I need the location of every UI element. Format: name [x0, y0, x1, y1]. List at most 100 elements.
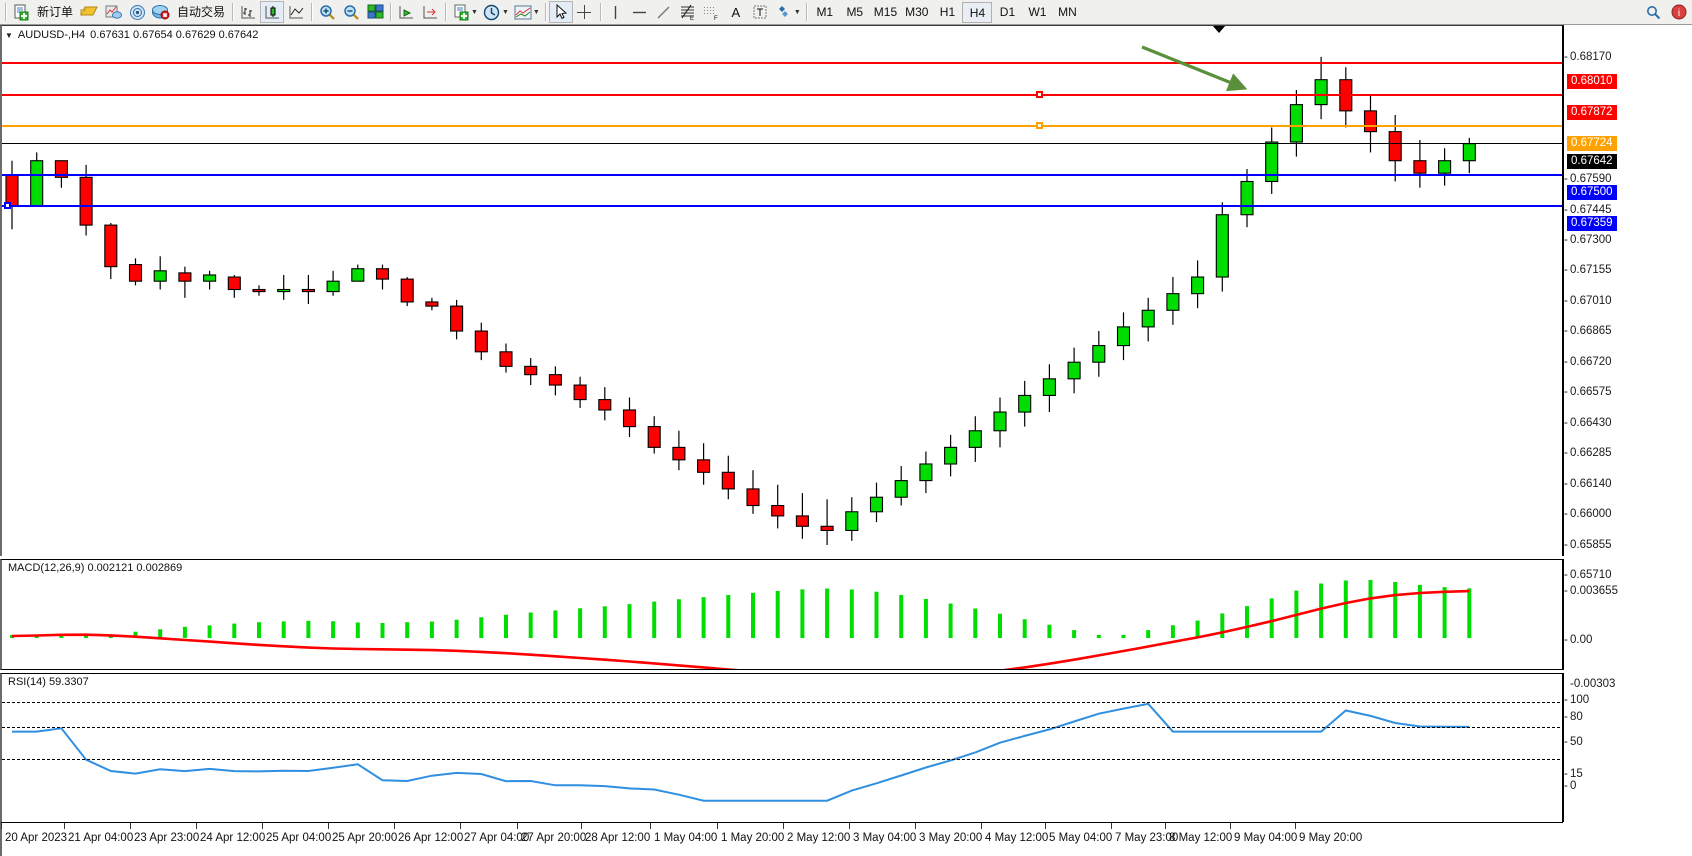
macd-pane[interactable]: MACD(12,26,9) 0.002121 0.002869: [0, 559, 1563, 670]
open-chart-icon[interactable]: [101, 1, 125, 23]
chevron-down-icon[interactable]: ▼: [532, 8, 540, 16]
timeframe-h1[interactable]: H1: [939, 4, 956, 19]
period-icon[interactable]: [480, 1, 504, 23]
time-label: 25 Apr 04:00: [266, 832, 332, 844]
price-badge[interactable]: 0.67359: [1567, 216, 1617, 231]
support-line-67359[interactable]: [2, 205, 1562, 207]
indicators-icon[interactable]: [511, 1, 535, 23]
new-chart-icon[interactable]: [449, 1, 473, 23]
vertical-line-icon[interactable]: [604, 1, 628, 23]
zoom-in-icon[interactable]: [315, 1, 339, 23]
chevron-down-icon[interactable]: ▼: [471, 8, 478, 16]
folder-icon[interactable]: [77, 1, 101, 23]
time-label: 9 May 20:00: [1299, 832, 1363, 844]
svg-text:F: F: [714, 16, 718, 21]
price-tick: -0.66000: [1564, 508, 1612, 520]
macd-series: [10, 580, 1472, 669]
time-tick: [130, 823, 131, 829]
price-pane[interactable]: ▼ AUDUSD-,H4 0.67631 0.67654 0.67629 0.6…: [0, 25, 1563, 556]
price-tick: -0.68170: [1564, 51, 1612, 63]
svg-text:i: i: [1678, 8, 1680, 19]
timeframe-m1[interactable]: M1: [816, 4, 834, 19]
help-icon[interactable]: i: [1666, 1, 1692, 23]
fibonacci-icon[interactable]: E: [676, 1, 700, 23]
price-badge[interactable]: 0.67724: [1567, 136, 1617, 151]
time-tick: [394, 823, 395, 829]
price-tick: -0.67590: [1564, 173, 1612, 185]
resistance-line-68010[interactable]: [2, 62, 1562, 64]
down-trend-arrow[interactable]: [2, 26, 1563, 556]
price-tick: -0.66865: [1564, 325, 1612, 337]
price-badge[interactable]: 0.67642: [1567, 154, 1617, 169]
timeframe-m30[interactable]: M30: [905, 4, 929, 19]
search-icon[interactable]: [1640, 1, 1666, 23]
label-icon[interactable]: [748, 1, 772, 23]
line-anchor[interactable]: [1036, 122, 1043, 129]
rsi-level-80: [2, 702, 1562, 703]
new-order-label[interactable]: 新订单: [37, 5, 74, 19]
chevron-down-icon[interactable]: ▼: [793, 8, 801, 16]
cursor-icon[interactable]: [548, 1, 573, 23]
shapes-icon[interactable]: [772, 1, 796, 23]
crosshair-icon[interactable]: [573, 1, 597, 23]
chevron-down-icon[interactable]: ▼: [501, 8, 509, 16]
trendline-icon[interactable]: [652, 1, 676, 23]
timeframe-m5[interactable]: M5: [846, 4, 864, 19]
timeframe-mn[interactable]: MN: [1058, 4, 1077, 19]
shift-chart-icon[interactable]: [394, 1, 418, 23]
auto-trading-label[interactable]: 自动交易: [177, 5, 226, 19]
autotrading-icon[interactable]: [149, 1, 173, 23]
time-tick: [1295, 823, 1296, 829]
line-chart-icon[interactable]: [284, 1, 308, 23]
timeframe-m15[interactable]: M15: [873, 4, 898, 19]
indicator-tick: -0.00303: [1570, 678, 1616, 690]
toolbar-separator: [308, 2, 315, 22]
price-tick: -0.67300: [1564, 234, 1612, 246]
zoom-out-icon[interactable]: [339, 1, 363, 23]
signals-icon[interactable]: [125, 1, 149, 23]
timeframe-d1[interactable]: D1: [999, 4, 1016, 19]
price-badge[interactable]: 0.68010: [1567, 74, 1617, 89]
autoscroll-icon[interactable]: [418, 1, 442, 23]
current-price-line: [2, 143, 1562, 144]
indicator-tick: -0.00: [1564, 634, 1593, 646]
chart-marker-triangle[interactable]: [1212, 26, 1226, 33]
symbol-ohlc: 0.67631 0.67654 0.67629 0.67642: [90, 29, 259, 41]
bar-chart-icon[interactable]: [236, 1, 260, 23]
grid-icon[interactable]: [363, 1, 387, 23]
price-badge[interactable]: 0.67500: [1567, 185, 1617, 200]
resistance-line-67872[interactable]: [2, 94, 1562, 96]
time-label: 3 May 04:00: [853, 832, 917, 844]
time-tick: [196, 823, 197, 829]
rsi-axis-line: [1563, 673, 1564, 822]
support-line-67500[interactable]: [2, 174, 1562, 176]
candlestick-icon[interactable]: [260, 1, 285, 23]
candlestick-series: [5, 56, 1476, 545]
chevron-down-icon[interactable]: ▼: [5, 30, 13, 40]
price-scale[interactable]: -0.68170 -0.67590 -0.67445 -0.67300 -0.67155…: [1563, 25, 1692, 856]
new-order-icon[interactable]: [9, 1, 33, 23]
time-tick: [981, 823, 982, 829]
indicator-tick: -80: [1564, 711, 1583, 723]
time-tick: [1111, 823, 1112, 829]
chart-container[interactable]: ▼ AUDUSD-,H4 0.67631 0.67654 0.67629 0.6…: [0, 25, 1692, 856]
price-axis-line: [1563, 25, 1564, 556]
timeframe-w1[interactable]: W1: [1028, 4, 1047, 19]
toolbar-separator: [442, 2, 449, 22]
time-tick: [460, 823, 461, 829]
line-anchor[interactable]: [1036, 91, 1043, 98]
line-anchor[interactable]: [4, 202, 11, 209]
rsi-pane[interactable]: RSI(14) 59.3307: [0, 673, 1563, 822]
price-badge[interactable]: 0.67872: [1567, 105, 1617, 120]
price-tick: -0.66575: [1564, 386, 1612, 398]
channel-icon[interactable]: F: [700, 1, 724, 23]
time-scale[interactable]: 20 Apr 2023 21 Apr 04:00 23 Apr 23:00 24…: [0, 822, 1563, 856]
rsi-level-50: [2, 727, 1562, 728]
time-label: 21 Apr 04:00: [68, 832, 134, 844]
resistance-line-67724[interactable]: [2, 125, 1562, 127]
time-label: 4 May 12:00: [985, 832, 1049, 844]
timeframe-h4[interactable]: H4: [962, 1, 993, 23]
horizontal-line-icon[interactable]: [628, 1, 652, 23]
symbol-header: ▼ AUDUSD-,H4 0.67631 0.67654 0.67629 0.6…: [5, 29, 262, 41]
text-icon[interactable]: A: [731, 4, 741, 20]
